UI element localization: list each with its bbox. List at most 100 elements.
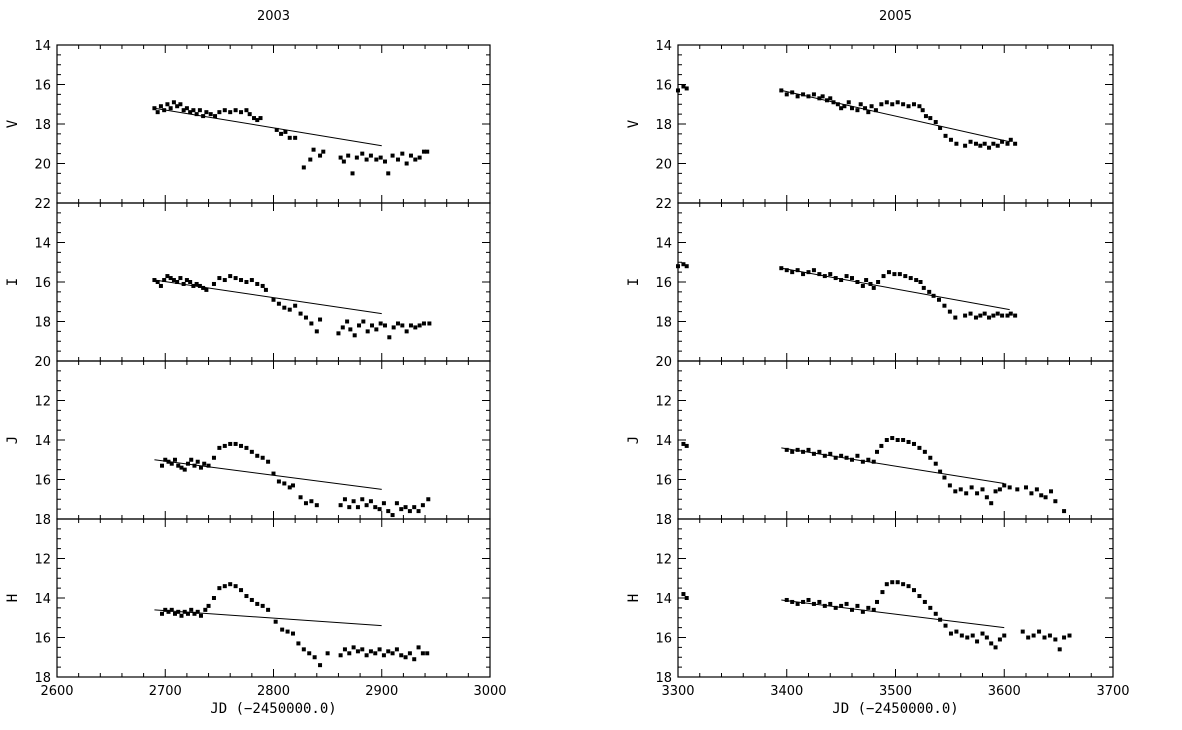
data-point [361,319,366,324]
data-point [373,651,378,656]
data-point [995,311,1000,316]
data-point [394,501,399,506]
data-point [933,611,938,616]
panel-frame [677,44,1114,204]
data-point [806,597,811,602]
data-point [282,481,287,486]
data-point [266,607,271,612]
data-point [938,617,943,622]
data-point [911,588,916,593]
data-point [1013,313,1018,318]
data-point [942,303,947,308]
data-point [811,268,816,273]
data-point [152,278,157,283]
data-point [352,333,357,338]
data-point [844,274,849,279]
data-point [982,311,987,316]
data-point [969,485,974,490]
data-point [833,605,838,610]
data-point [811,451,816,456]
data-point [1042,635,1047,640]
data-point [920,108,925,113]
data-point [274,127,279,132]
data-point [1007,485,1012,490]
data-point [374,327,379,332]
data-point [370,323,375,328]
data-point [228,582,233,587]
data-point [217,586,222,591]
data-point [318,317,323,322]
data-point [1002,633,1007,638]
data-point [855,280,860,284]
data-point [828,272,833,277]
data-point [345,319,350,324]
y-axis-label: V [626,119,642,128]
data-point [395,321,400,326]
data-point [855,453,860,458]
data-point [290,631,295,636]
data-point [850,276,854,281]
panel-frame [56,44,491,204]
data-point [897,272,902,277]
data-point [850,457,854,462]
data-point [828,451,833,456]
data-point [987,315,992,320]
data-point [850,607,854,612]
data-point [413,325,418,330]
data-point [249,597,254,602]
data-point [171,278,176,283]
data-point [222,443,227,448]
data-point [165,274,170,279]
data-point [314,329,319,334]
data-point [239,588,244,593]
x-tick-label: 2700 [149,684,182,699]
data-point [403,655,408,660]
panel-H: 12 14 16 18 H [626,518,1114,686]
data-point [287,485,292,490]
data-point [382,159,387,164]
x-axis-label: JD (−2450000.0) [210,701,336,717]
data-point [273,619,278,624]
y-tick-label: 18 [655,513,672,528]
data-point [338,503,343,508]
data-point [325,651,330,656]
data-point [166,459,171,464]
data-point [784,268,789,273]
data-point [806,447,811,452]
data-point [871,607,876,612]
data-point [340,325,345,330]
data-point [1067,633,1072,638]
panel-frame [56,360,491,520]
linear-fit-line [154,107,382,147]
y-axis-label: J [5,436,21,444]
data-point [338,155,343,160]
data-point [980,487,985,492]
data-point [890,102,895,107]
data-point [942,475,947,480]
y-tick-label: 14 [34,592,51,607]
data-point [185,461,190,466]
data-point [211,596,216,600]
data-point [386,171,391,176]
y-tick-label: 20 [655,355,672,370]
data-point [386,509,391,514]
data-point [293,135,298,140]
data-point [176,463,181,468]
x-tick-label: 3500 [879,684,912,699]
data-point [293,303,298,308]
data-point [421,321,426,326]
data-point [839,278,844,283]
data-point [801,272,806,277]
data-point [184,278,189,283]
data-point [217,110,222,115]
data-point [390,651,395,656]
x-tick-label: 3000 [473,684,506,699]
data-point [790,270,795,275]
data-point [425,651,430,656]
data-point [357,323,362,328]
data-point [399,507,404,512]
y-tick-label: 22 [34,197,51,212]
panel-frame [56,518,491,678]
data-point [255,601,260,606]
data-point [997,637,1002,642]
